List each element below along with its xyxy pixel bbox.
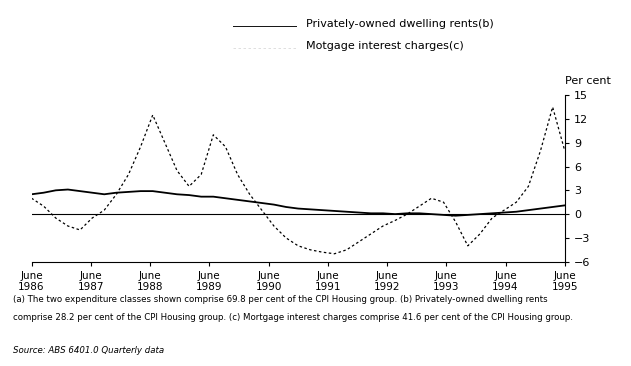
Text: Privately-owned dwelling rents(b): Privately-owned dwelling rents(b) [306,19,494,29]
Text: Per cent: Per cent [565,76,611,86]
Text: comprise 28.2 per cent of the CPI Housing group. (c) Mortgage interest charges c: comprise 28.2 per cent of the CPI Housin… [13,313,572,322]
Text: Motgage interest charges(c): Motgage interest charges(c) [306,41,464,51]
Text: (a) The two expenditure classes shown comprise 69.8 per cent of the CPI Housing : (a) The two expenditure classes shown co… [13,295,547,304]
Text: Source: ABS 6401.0 Quarterly data: Source: ABS 6401.0 Quarterly data [13,346,164,355]
